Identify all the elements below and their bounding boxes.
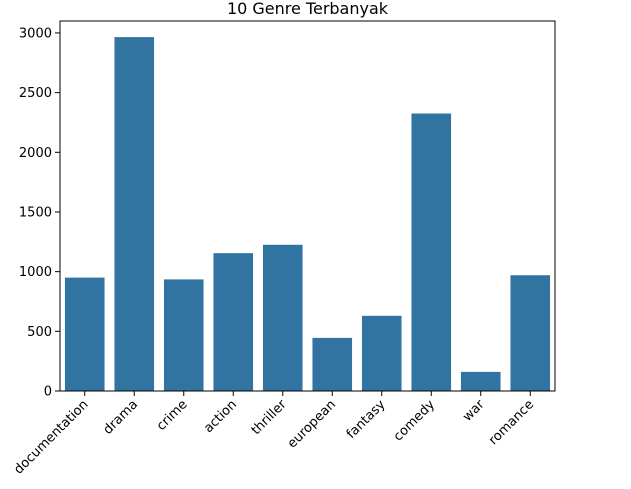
x-tick-label: war	[460, 397, 488, 425]
chart-title: 10 Genre Terbanyak	[227, 0, 389, 18]
bar-european	[312, 337, 353, 391]
y-tick-label: 3000	[19, 26, 52, 41]
y-tick-label: 1000	[19, 265, 52, 280]
bar-thriller	[262, 244, 303, 391]
x-tick-label: fantasy	[344, 397, 389, 442]
x-tick-label: comedy	[391, 397, 438, 444]
bar-fantasy	[361, 315, 402, 391]
x-tick-label: romance	[486, 397, 537, 448]
y-tick-label: 2000	[19, 146, 52, 161]
x-tick-label: thriller	[249, 397, 290, 438]
x-tick-label: action	[201, 397, 240, 436]
y-tick-label: 1500	[19, 205, 52, 220]
bar-action	[213, 253, 254, 391]
x-tick-label: drama	[101, 397, 141, 437]
bars-group	[64, 37, 551, 391]
y-tick-label: 500	[27, 325, 52, 340]
plot-frame	[59, 20, 556, 392]
bar-drama	[114, 37, 155, 391]
x-axis: documentation drama crime action thrillereur…	[11, 391, 537, 477]
y-tick-label: 0	[44, 385, 52, 400]
bar-comedy	[411, 113, 452, 391]
bar-war	[460, 371, 501, 391]
x-tick-label: crime	[154, 397, 191, 434]
bar-crime	[163, 279, 204, 391]
y-tick-label: 2500	[19, 86, 52, 101]
bar-documentation	[64, 277, 105, 391]
y-axis: 0 500 1000 1500 2000 2500 3000	[19, 26, 60, 400]
x-tick-label: european	[285, 397, 339, 451]
bar-romance	[510, 275, 551, 391]
x-tick-label: documentation	[11, 397, 91, 477]
